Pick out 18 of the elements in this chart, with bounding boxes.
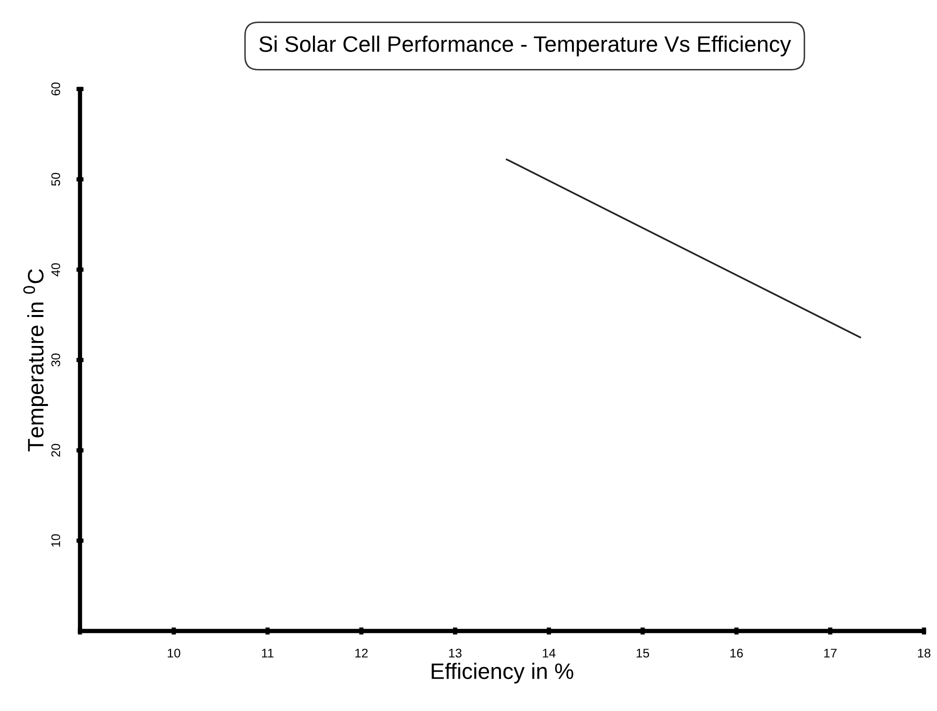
- y-tick-label: 30: [51, 354, 60, 366]
- x-tick-label: 16: [730, 648, 743, 658]
- y-tick-label: 40: [51, 263, 60, 276]
- x-tick-label: 17: [824, 648, 837, 658]
- y-tick-label: 10: [51, 534, 60, 547]
- y-tick-label: 50: [51, 172, 60, 186]
- x-tick-label: 18: [918, 648, 930, 658]
- chart-title: Si Solar Cell Performance - Temperature Vs Efficiency: [259, 36, 792, 56]
- x-tick-label: 14: [542, 648, 556, 658]
- x-tick-label: 12: [355, 648, 368, 658]
- y-axis-title: Temperature in $^{0}$C: [23, 269, 48, 452]
- x-tick-label: 11: [262, 648, 274, 658]
- x-tick-label: 13: [449, 648, 462, 658]
- x-tick-label: 15: [636, 648, 650, 658]
- y-tick-label: 20: [51, 444, 60, 457]
- x-axis-title: Efficiency in %: [432, 662, 574, 684]
- y-tick-label: 60: [51, 82, 60, 96]
- x-tick-label: 10: [168, 648, 180, 658]
